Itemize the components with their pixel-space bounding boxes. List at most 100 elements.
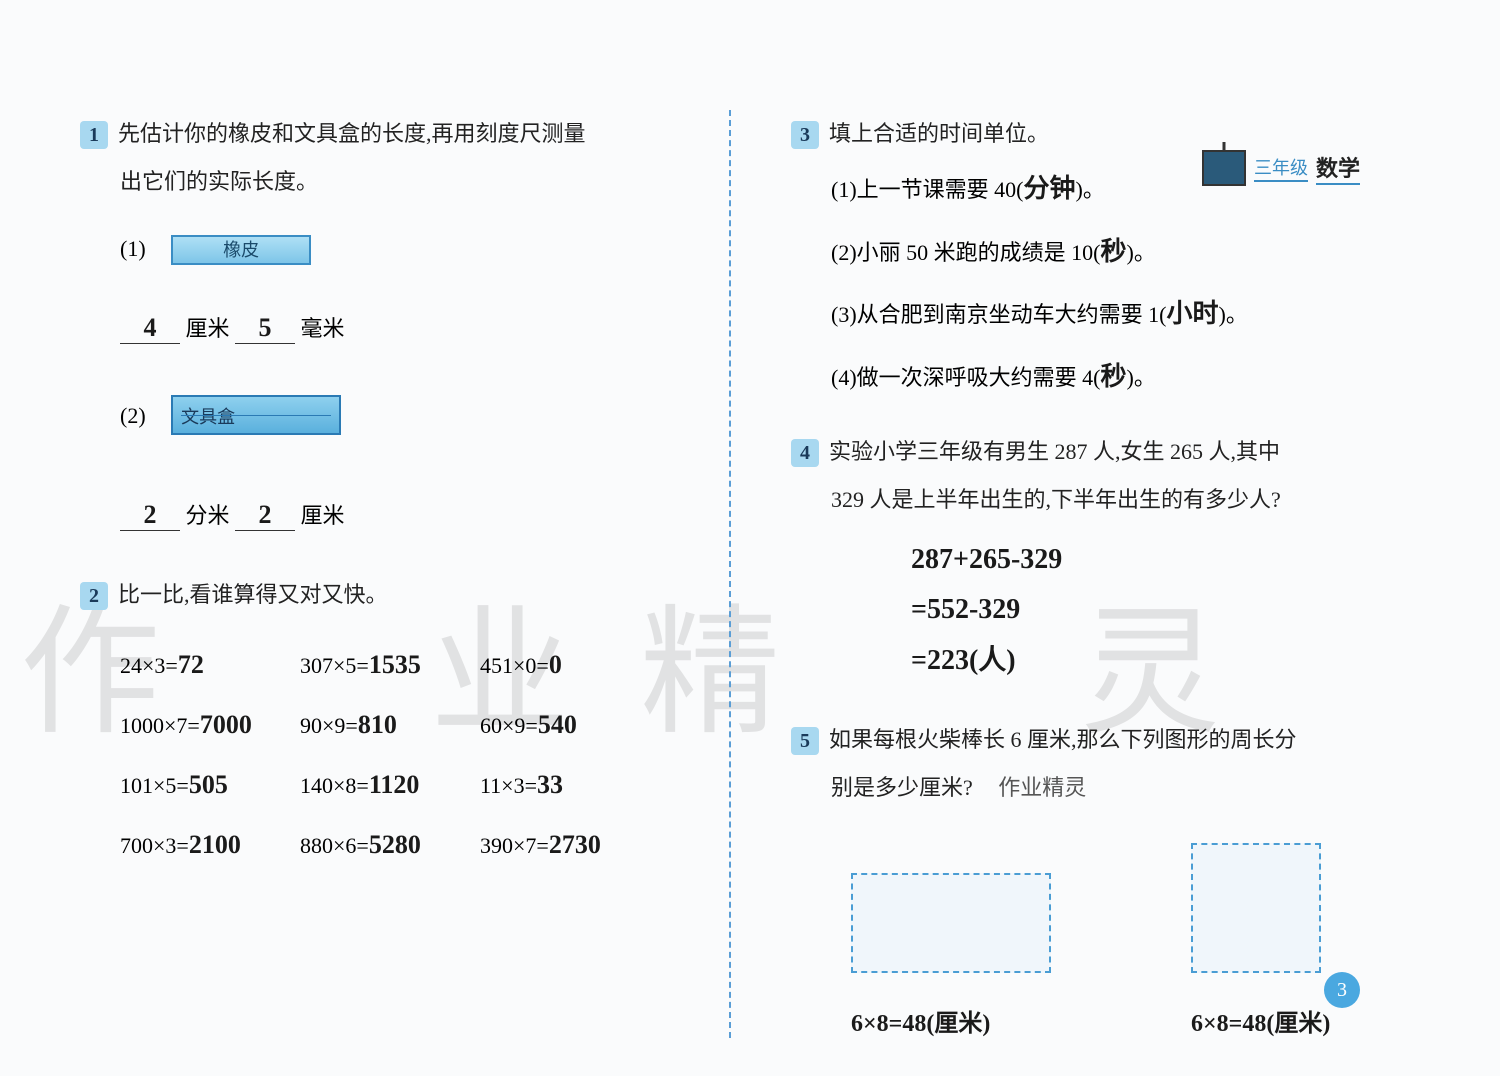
- work-line: 287+265-329: [911, 535, 1420, 585]
- calc-problem: 24×3=: [120, 653, 178, 678]
- calc-cell: 307×5=1535: [300, 635, 480, 695]
- q3-pre: (1)上一节课需要 40(: [831, 177, 1023, 202]
- calc-answer: 0: [549, 650, 562, 679]
- calc-problem: 307×5=: [300, 653, 369, 678]
- q1-answer2: 2 分米 2 厘米: [120, 498, 709, 531]
- q1-sub1: (1) 橡皮: [120, 227, 709, 271]
- ans-unit: 毫米: [301, 316, 345, 341]
- q3-answer: 分钟: [1023, 174, 1075, 203]
- calc-answer: 72: [178, 650, 204, 679]
- match-shape: [1191, 843, 1321, 973]
- calc-answer: 505: [189, 770, 228, 799]
- q3-answer: 秒: [1100, 362, 1126, 391]
- calc-cell: 451×0=0: [480, 635, 660, 695]
- q1-number: 1: [80, 121, 108, 149]
- q4-text-a: 实验小学三年级有男生 287 人,女生 265 人,其中: [829, 439, 1280, 464]
- question-4: 4 实验小学三年级有男生 287 人,女生 265 人,其中 329 人是上半年…: [791, 428, 1420, 686]
- calc-grid: 24×3=72307×5=1535451×0=01000×7=700090×9=…: [120, 635, 709, 874]
- q3-item: (2)小丽 50 米跑的成绩是 10(秒)。: [831, 221, 1420, 283]
- ans-value: 5: [235, 313, 295, 344]
- q3-pre: (4)做一次深呼吸大约需要 4(: [831, 365, 1100, 390]
- calc-answer: 1120: [369, 770, 420, 799]
- calc-row: 101×5=505140×8=112011×3=33: [120, 755, 709, 815]
- ans-value: 2: [120, 500, 180, 531]
- q3-pre: (3)从合肥到南京坐动车大约需要 1(: [831, 302, 1166, 327]
- pencil-case-icon: 文具盒: [171, 395, 341, 435]
- q1-answer1: 4 厘米 5 毫米: [120, 311, 709, 344]
- calc-cell: 140×8=1120: [300, 755, 480, 815]
- calc-problem: 90×9=: [300, 713, 358, 738]
- calc-answer: 2100: [189, 830, 241, 859]
- left-column: 1 先估计你的橡皮和文具盒的长度,再用刻度尺测量 出它们的实际长度。 (1) 橡…: [60, 110, 731, 1038]
- calc-answer: 540: [538, 710, 577, 739]
- calc-row: 24×3=72307×5=1535451×0=0: [120, 635, 709, 695]
- q3-pre: (2)小丽 50 米跑的成绩是 10(: [831, 240, 1100, 265]
- q3-item: (3)从合肥到南京坐动车大约需要 1(小时)。: [831, 283, 1420, 345]
- q4-work: 287+265-329 =552-329 =223(人): [911, 535, 1420, 686]
- eraser-icon: 橡皮: [171, 235, 311, 265]
- shape-answer: 6×8=48(厘米): [851, 1003, 1051, 1038]
- subject-label: 数学: [1316, 151, 1360, 185]
- calc-cell: 1000×7=7000: [120, 695, 300, 755]
- q1-sub2: (2) 文具盒: [120, 394, 709, 438]
- q5-text-b: 别是多少厘米? 作业精灵: [831, 764, 1420, 812]
- calc-cell: 101×5=505: [120, 755, 300, 815]
- calc-cell: 90×9=810: [300, 695, 480, 755]
- q3-post: )。: [1076, 177, 1105, 202]
- ans-unit: 厘米: [186, 316, 230, 341]
- calc-row: 700×3=2100880×6=5280390×7=2730: [120, 815, 709, 875]
- shapes-row: 6×8=48(厘米) 6×8=48(厘米): [851, 843, 1420, 1038]
- calc-cell: 390×7=2730: [480, 815, 660, 875]
- calc-problem: 101×5=: [120, 773, 189, 798]
- question-2: 2 比一比,看谁算得又对又快。 24×3=72307×5=1535451×0=0…: [80, 571, 709, 875]
- q3-answer: 秒: [1100, 237, 1126, 266]
- calc-answer: 2730: [549, 830, 601, 859]
- calc-cell: 11×3=33: [480, 755, 660, 815]
- calc-problem: 1000×7=: [120, 713, 200, 738]
- calc-problem: 700×3=: [120, 833, 189, 858]
- q1-text-a: 先估计你的橡皮和文具盒的长度,再用刻度尺测量: [118, 121, 586, 146]
- work-line: =223(人): [911, 636, 1420, 686]
- calc-problem: 451×0=: [480, 653, 549, 678]
- calc-problem: 11×3=: [480, 773, 537, 798]
- q3-number: 3: [791, 121, 819, 149]
- calc-answer: 810: [358, 710, 397, 739]
- q3-text: 填上合适的时间单位。: [829, 121, 1049, 146]
- q5-number: 5: [791, 727, 819, 755]
- sub2-label: (2): [120, 403, 146, 428]
- calc-answer: 33: [537, 770, 563, 799]
- shape-wrapper: 6×8=48(厘米): [851, 873, 1051, 1038]
- calc-problem: 140×8=: [300, 773, 369, 798]
- right-column: 3 填上合适的时间单位。 (1)上一节课需要 40(分钟)。(2)小丽 50 米…: [771, 110, 1440, 1038]
- calc-cell: 60×9=540: [480, 695, 660, 755]
- shape-wrapper: 6×8=48(厘米): [1191, 843, 1330, 1038]
- ans-value: 2: [235, 500, 295, 531]
- calc-answer: 5280: [369, 830, 421, 859]
- calc-cell: 700×3=2100: [120, 815, 300, 875]
- calc-cell: 880×6=5280: [300, 815, 480, 875]
- ans-unit: 厘米: [301, 503, 345, 528]
- grade-label: 三年级: [1254, 154, 1308, 182]
- q4-number: 4: [791, 439, 819, 467]
- calc-answer: 1535: [369, 650, 421, 679]
- calc-row: 1000×7=700090×9=81060×9=540: [120, 695, 709, 755]
- q3-post: )。: [1127, 365, 1156, 390]
- q4-text-b: 329 人是上半年出生的,下半年出生的有多少人?: [831, 476, 1420, 524]
- calc-cell: 24×3=72: [120, 635, 300, 695]
- calc-problem: 60×9=: [480, 713, 538, 738]
- ans-unit: 分米: [186, 503, 230, 528]
- question-1: 1 先估计你的橡皮和文具盒的长度,再用刻度尺测量 出它们的实际长度。 (1) 橡…: [80, 110, 709, 531]
- calc-problem: 390×7=: [480, 833, 549, 858]
- ans-value: 4: [120, 313, 180, 344]
- page-number: 3: [1324, 972, 1360, 1008]
- shape-answer: 6×8=48(厘米): [1191, 1003, 1330, 1038]
- watermark-small: 作业精灵: [998, 775, 1086, 800]
- tv-icon: [1202, 150, 1246, 186]
- work-line: =552-329: [911, 585, 1420, 635]
- q5-text-a: 如果每根火柴棒长 6 厘米,那么下列图形的周长分: [829, 727, 1297, 752]
- q1-text-b: 出它们的实际长度。: [120, 158, 709, 206]
- q2-text: 比一比,看谁算得又对又快。: [118, 582, 388, 607]
- q3-post: )。: [1127, 240, 1156, 265]
- calc-problem: 880×6=: [300, 833, 369, 858]
- match-shape: [851, 873, 1051, 973]
